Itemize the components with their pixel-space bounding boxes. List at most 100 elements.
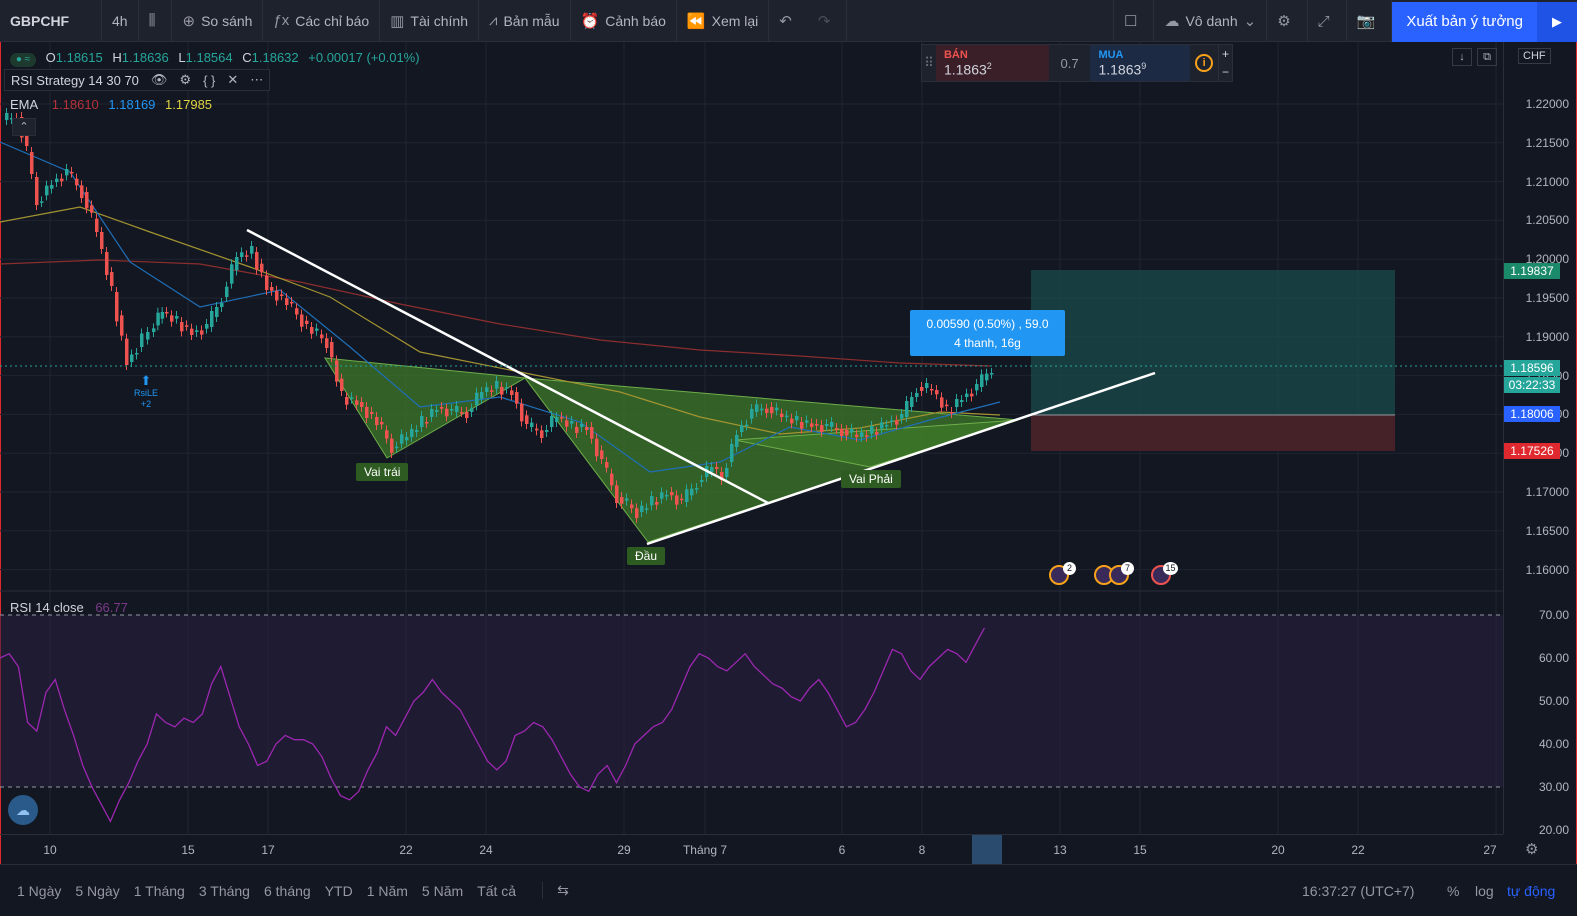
position-loss-zone[interactable]	[1031, 415, 1395, 451]
publish-button[interactable]: Xuất bản ý tưởng	[1392, 1, 1537, 42]
candle-body	[960, 400, 964, 402]
axis-settings-button[interactable]: ⚙	[1525, 840, 1538, 858]
main-chart[interactable]: ⬆ RsiLE +2 ☁	[0, 42, 1503, 834]
buy-button[interactable]: MUA 1.18639	[1090, 45, 1191, 81]
trendline-down[interactable]	[246, 228, 769, 505]
auto-toggle[interactable]: tự động	[1507, 882, 1556, 899]
candle-body	[775, 407, 779, 411]
range-3m[interactable]: 3 Tháng	[198, 882, 250, 899]
range-all[interactable]: Tất cả	[477, 882, 517, 899]
info-button[interactable]: i	[1190, 45, 1218, 81]
candle-body	[860, 432, 864, 437]
gear-icon[interactable]: ⚙	[179, 72, 192, 87]
candle-body	[520, 403, 524, 422]
templates-button[interactable]: ⩘ Bản mẫu	[479, 0, 571, 42]
candle-body	[255, 252, 259, 270]
symbol-search[interactable]: GBPCHF	[0, 0, 102, 42]
currency-label[interactable]: CHF	[1518, 48, 1551, 64]
alarm-icon: ⏰	[580, 12, 600, 30]
sell-price: 1.1863	[943, 61, 987, 78]
candle-body	[565, 420, 569, 427]
neckline[interactable]	[646, 371, 1156, 546]
price-axis[interactable]: CHF 1.22000 1.21500 1.21000 1.20500 1.20000 1…	[1503, 42, 1577, 837]
price-axis-label: 1.17000	[1525, 485, 1569, 499]
candle-body	[840, 429, 844, 436]
range-5y[interactable]: 5 Năm	[421, 882, 464, 899]
range-5d[interactable]: 5 Ngày	[75, 882, 120, 899]
alerts-button[interactable]: ⏰ Cảnh báo	[571, 0, 677, 42]
indicators-button[interactable]: ƒx Các chỉ báo	[263, 0, 381, 42]
undo-button[interactable]: ↶	[769, 0, 808, 42]
snapshot-button[interactable]: 📷	[1347, 0, 1393, 42]
pattern-triangle[interactable]	[324, 357, 527, 459]
templates-label: Bản mẫu	[503, 12, 560, 29]
eye-icon[interactable]: 👁	[150, 72, 168, 87]
range-ytd[interactable]: YTD	[324, 882, 353, 899]
range-1m[interactable]: 1 Tháng	[133, 882, 185, 899]
candle-body	[655, 502, 659, 505]
head-shoulders-pattern[interactable]	[324, 357, 1019, 543]
sell-label: BÁN	[943, 49, 968, 61]
candle-body	[100, 232, 104, 249]
rsi-legend: RSI 14 close 66.77	[10, 600, 128, 615]
candle-body	[365, 407, 369, 418]
source-code-icon[interactable]: { }	[203, 72, 216, 88]
logo-icon[interactable]	[8, 795, 38, 825]
range-1d[interactable]: 1 Ngày	[17, 882, 62, 899]
candle-body	[165, 312, 169, 314]
candle-body	[125, 338, 129, 365]
play-button[interactable]: ▶	[1537, 1, 1577, 42]
drag-handle-icon[interactable]: ⠿	[924, 55, 934, 70]
redo-button[interactable]: ↷	[808, 0, 848, 42]
candle-body	[650, 496, 654, 506]
replay-button[interactable]: ⏪ Xem lại	[677, 0, 770, 42]
compare-button[interactable]: ⊕ So sánh	[172, 0, 264, 42]
redo-icon: ↷	[817, 12, 831, 30]
chart-type-button[interactable]: ⫼	[139, 0, 173, 42]
top-toolbar: GBPCHF 4h ⫼ ⊕ So sánh ƒx Các chỉ báo ▥ Tài …	[0, 0, 1577, 42]
candle-body	[345, 397, 349, 405]
settings-button[interactable]: ⚙	[1267, 0, 1308, 42]
plus-icon[interactable]: +	[1222, 47, 1230, 61]
candle-body	[425, 422, 429, 424]
date-range-button[interactable]: ⇆	[542, 882, 569, 899]
candle-body	[815, 424, 819, 426]
arrow-down-icon: ↓	[1459, 51, 1465, 63]
scroll-down-button[interactable]: ↓	[1452, 48, 1472, 66]
quantity-stepper[interactable]: + −	[1218, 45, 1232, 81]
fullscreen-button[interactable]: ⤢	[1308, 0, 1347, 42]
right-shoulder-label: Vai Phải	[841, 470, 901, 488]
candle-body	[560, 417, 564, 419]
close-icon[interactable]: ✕	[227, 72, 239, 87]
candle-body	[220, 303, 224, 307]
percent-toggle[interactable]: %	[1447, 882, 1460, 899]
interval-selector[interactable]: 4h	[102, 0, 139, 42]
financials-button[interactable]: ▥ Tài chính	[380, 0, 479, 42]
sell-button[interactable]: BÁN 1.18632	[935, 45, 1049, 81]
clock[interactable]: 16:37:27 (UTC+7)	[1302, 882, 1415, 899]
candle-body	[460, 412, 464, 414]
range-6m[interactable]: 6 tháng	[263, 882, 311, 899]
fx-icon: ƒx	[273, 12, 290, 29]
collapse-legend-button[interactable]: ⌃	[12, 118, 36, 136]
position-profit-zone[interactable]	[1031, 270, 1395, 415]
strategy-legend[interactable]: RSI Strategy 14 30 70 👁 ⚙ { } ✕ ⋯	[4, 69, 271, 91]
minus-icon[interactable]: −	[1222, 65, 1230, 79]
candle-body	[685, 489, 689, 502]
candle-body	[225, 286, 229, 297]
head-label: Đầu	[627, 547, 666, 565]
candle-body	[290, 302, 294, 304]
layout-button[interactable]: ☐	[1113, 0, 1155, 42]
more-icon[interactable]: ⋯	[250, 72, 264, 87]
candle-body	[260, 263, 264, 273]
layout-name[interactable]: ☁ Vô danh ⌄	[1154, 0, 1268, 42]
candle-body	[760, 408, 764, 411]
range-1y[interactable]: 1 Năm	[366, 882, 408, 899]
maximize-pane-button[interactable]: ⧉	[1477, 48, 1497, 66]
undo-icon: ↶	[779, 12, 792, 30]
log-toggle[interactable]: log	[1475, 882, 1494, 899]
time-axis[interactable]: 10 15 17 22 24 29 Tháng 7 6 8 13 15 20 22 27	[0, 834, 1503, 864]
sell-price-sup: 2	[986, 61, 992, 71]
fullscreen-icon: ⤢	[1317, 12, 1330, 30]
ohlc-h-label: H	[112, 50, 122, 65]
